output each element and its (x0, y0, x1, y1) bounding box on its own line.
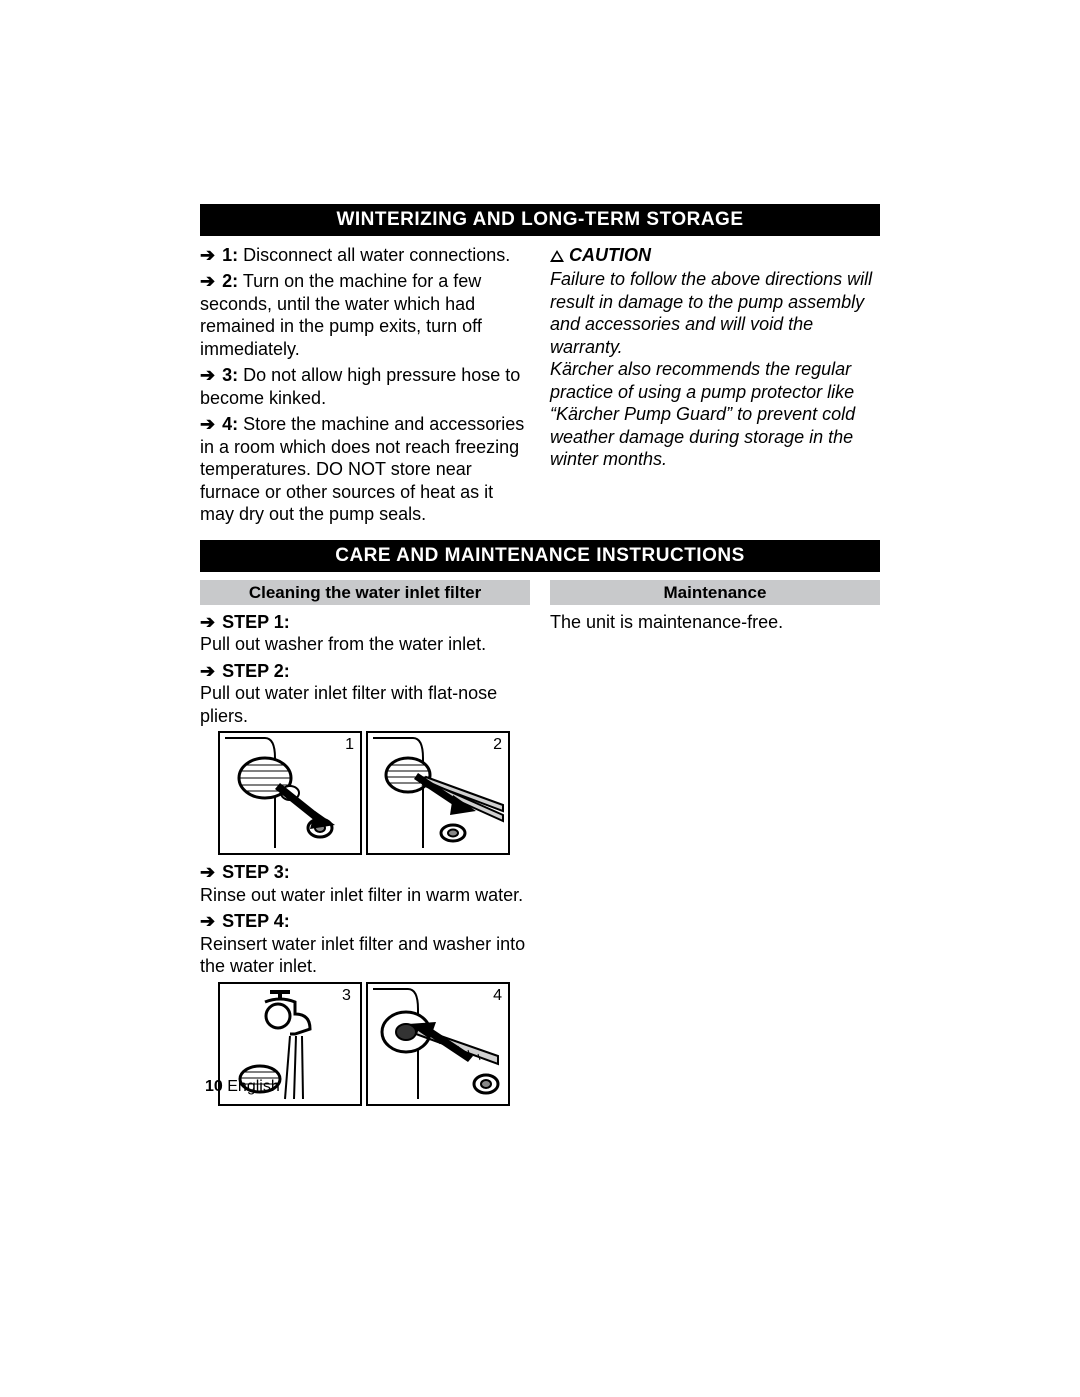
section-winterizing-title: WINTERIZING AND LONG-TERM STORAGE (200, 204, 880, 236)
arrow-icon: ➔ (200, 365, 215, 385)
step-text: Disconnect all water connections. (243, 245, 510, 265)
cleaning-subhead: Cleaning the water inlet filter (200, 580, 530, 605)
arrow-icon: ➔ (200, 245, 215, 265)
clean-step-4: ➔ STEP 4: Reinsert water inlet filter an… (200, 910, 530, 978)
figure-number: 3 (342, 986, 351, 1006)
reinsert-filter-icon (368, 984, 508, 1104)
page-language: English (227, 1078, 279, 1095)
arrow-icon: ➔ (200, 911, 215, 931)
care-right-col: Maintenance The unit is maintenance-free… (550, 580, 880, 1112)
clean-step-1: ➔ STEP 1: Pull out washer from the water… (200, 611, 530, 656)
step-label: 3: (222, 365, 238, 385)
step-label: STEP 2: (222, 661, 290, 681)
step-text: Do not allow high pressure hose to becom… (200, 365, 520, 408)
clean-step-2: ➔ STEP 2: Pull out water inlet filter wi… (200, 660, 530, 728)
filter-remove-washer-icon (220, 733, 360, 853)
caution-text: Failure to follow the above directions w… (550, 268, 880, 358)
step-text: Turn on the machine for a few seconds, u… (200, 271, 482, 359)
step-label: STEP 3: (222, 862, 290, 882)
winter-step-4: ➔ 4: Store the machine and accessories i… (200, 413, 530, 526)
section-care-title: CARE AND MAINTENANCE INSTRUCTIONS (200, 540, 880, 572)
figure-4: 4 (366, 982, 510, 1106)
step-label: 2: (222, 271, 238, 291)
winter-step-2: ➔ 2: Turn on the machine for a few secon… (200, 270, 530, 360)
warning-icon (550, 250, 564, 262)
caution-label: CAUTION (569, 245, 651, 265)
arrow-icon: ➔ (200, 612, 215, 632)
step-text: Reinsert water inlet filter and washer i… (200, 934, 525, 977)
step-label: 1: (222, 245, 238, 265)
page-number: 10 (205, 1078, 223, 1095)
clean-step-3: ➔ STEP 3: Rinse out water inlet filter i… (200, 861, 530, 906)
step-text: Store the machine and accessories in a r… (200, 414, 524, 524)
arrow-icon: ➔ (200, 271, 215, 291)
step-label: STEP 4: (222, 911, 290, 931)
figure-number: 4 (493, 986, 502, 1006)
winter-step-3: ➔ 3: Do not allow high pressure hose to … (200, 364, 530, 409)
step-label: 4: (222, 414, 238, 434)
step-label: STEP 1: (222, 612, 290, 632)
figure-row-1-2: 1 (218, 731, 530, 855)
care-left-col: Cleaning the water inlet filter ➔ STEP 1… (200, 580, 530, 1112)
step-text: Rinse out water inlet filter in warm wat… (200, 885, 523, 905)
page-footer: 10 English (205, 1077, 280, 1097)
step-text: Pull out water inlet filter with flat-no… (200, 683, 497, 726)
winterizing-body: ➔ 1: Disconnect all water connections. ➔… (200, 244, 880, 530)
filter-remove-pliers-icon (368, 733, 508, 853)
maintenance-subhead: Maintenance (550, 580, 880, 605)
figure-2: 2 (366, 731, 510, 855)
recommendation-text: Kärcher also recommends the regular prac… (550, 358, 880, 471)
figure-number: 2 (493, 735, 502, 755)
care-body: Cleaning the water inlet filter ➔ STEP 1… (200, 580, 880, 1112)
figure-1: 1 (218, 731, 362, 855)
arrow-icon: ➔ (200, 661, 215, 681)
arrow-icon: ➔ (200, 862, 215, 882)
arrow-icon: ➔ (200, 414, 215, 434)
step-text: Pull out washer from the water inlet. (200, 634, 486, 654)
caution-heading: CAUTION (550, 244, 880, 267)
figure-number: 1 (345, 735, 354, 755)
winter-step-1: ➔ 1: Disconnect all water connections. (200, 244, 530, 267)
maintenance-text: The unit is maintenance-free. (550, 611, 880, 634)
winterizing-left-col: ➔ 1: Disconnect all water connections. ➔… (200, 244, 530, 530)
manual-page: WINTERIZING AND LONG-TERM STORAGE ➔ 1: D… (0, 0, 1080, 1397)
winterizing-right-col: CAUTION Failure to follow the above dire… (550, 244, 880, 530)
